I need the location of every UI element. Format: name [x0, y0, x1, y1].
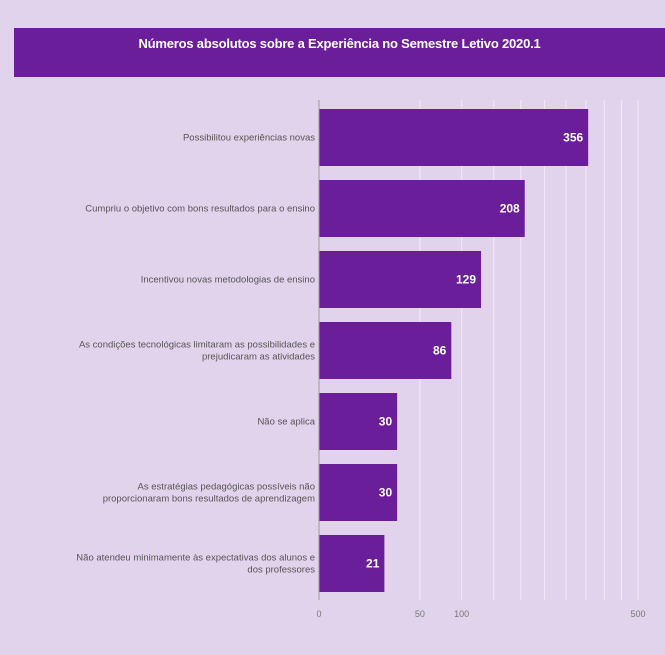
- bar: [319, 535, 385, 592]
- bar-value-label: 30: [379, 415, 393, 429]
- category-label: As estratégias pedagógicas possíveis não: [138, 482, 315, 493]
- bar-value-label: 356: [563, 131, 583, 145]
- bar-value-label: 208: [500, 202, 520, 216]
- bar: [319, 109, 589, 166]
- bar: [319, 393, 398, 450]
- x-tick-label: 50: [415, 609, 425, 619]
- x-axis-ticks: 0 50 100 500: [316, 609, 645, 619]
- bar: [319, 322, 452, 379]
- chart-title: Números absolutos sobre a Experiência no…: [138, 36, 541, 51]
- x-tick-label: 500: [630, 609, 645, 619]
- category-label: prejudicaram as atividades: [202, 352, 315, 363]
- category-label: dos professores: [247, 565, 315, 576]
- category-label: Cumpriu o objetivo com bons resultados p…: [85, 204, 315, 215]
- category-label: Possibilitou experiências novas: [183, 133, 315, 144]
- category-labels: Possibilitou experiências novas Cumpriu o…: [76, 133, 315, 576]
- category-label: As condições tecnológicas limitaram as p…: [79, 340, 315, 351]
- category-label: proporcionaram bons resultados de aprend…: [103, 494, 315, 505]
- category-label: Não atendeu minimamente às expectativas …: [76, 553, 315, 564]
- x-tick-label: 0: [316, 609, 321, 619]
- bar-value-label: 86: [433, 344, 447, 358]
- bars: 356 208 129 86 30 30 21: [319, 109, 589, 592]
- bar-value-label: 30: [379, 486, 393, 500]
- bar: [319, 251, 482, 308]
- bar: [319, 180, 525, 237]
- bar-value-label: 129: [456, 273, 476, 287]
- bar: [319, 464, 398, 521]
- chart-title-bar: Números absolutos sobre a Experiência no…: [14, 28, 665, 77]
- grid-lines: [419, 100, 639, 600]
- category-label: Incentivou novas metodologias de ensino: [141, 275, 315, 286]
- bar-value-label: 21: [366, 557, 380, 571]
- category-label: Não se aplica: [257, 417, 315, 428]
- x-tick-label: 100: [454, 609, 469, 619]
